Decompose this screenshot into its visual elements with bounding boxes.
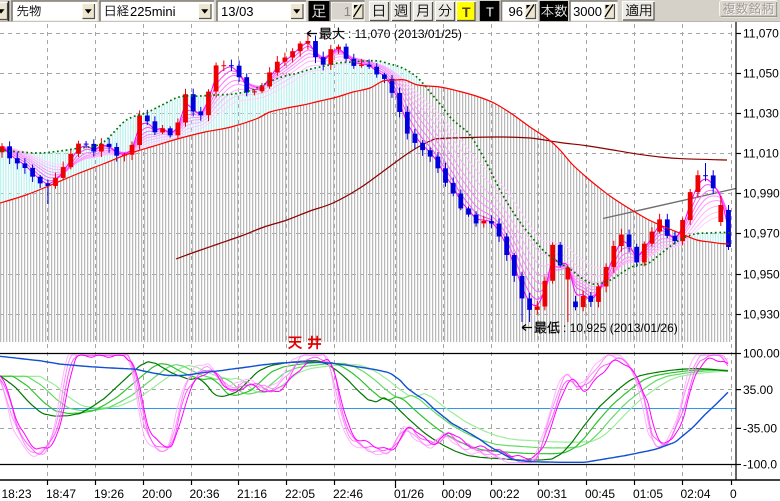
svg-text:19:26: 19:26 <box>94 487 124 501</box>
svg-text:18:47: 18:47 <box>46 487 76 501</box>
svg-text:11,010: 11,010 <box>743 147 779 161</box>
svg-text:10,970: 10,970 <box>743 227 780 241</box>
svg-text:01/26: 01/26 <box>394 487 424 501</box>
svg-text:225mini: 225mini <box>130 4 176 19</box>
svg-text:10,990: 10,990 <box>743 187 780 201</box>
svg-text:11,030: 11,030 <box>743 107 779 121</box>
svg-text:10,930: 10,930 <box>743 308 780 322</box>
svg-text:02:04: 02:04 <box>681 487 711 501</box>
svg-text:00:45: 00:45 <box>585 487 615 501</box>
svg-text:22:46: 22:46 <box>333 487 363 501</box>
svg-text:00:31: 00:31 <box>537 487 567 501</box>
svg-text:1: 1 <box>344 4 351 19</box>
svg-text:100.00: 100.00 <box>743 347 780 361</box>
svg-text:-35.00: -35.00 <box>743 422 777 436</box>
svg-text:22:05: 22:05 <box>285 487 315 501</box>
svg-text:18:23: 18:23 <box>2 487 32 501</box>
svg-text:: 10,925 (2013/01/26): : 10,925 (2013/01/26) <box>563 321 678 335</box>
svg-text:20:36: 20:36 <box>190 487 220 501</box>
svg-text:01:05: 01:05 <box>633 487 663 501</box>
svg-text:T: T <box>486 5 494 20</box>
svg-text:13/03: 13/03 <box>221 4 254 19</box>
svg-text:T: T <box>462 4 471 20</box>
svg-text:21:16: 21:16 <box>237 487 267 501</box>
svg-text:96: 96 <box>509 4 523 19</box>
svg-text:35.00: 35.00 <box>743 383 773 397</box>
svg-text:11,070: 11,070 <box>743 27 779 41</box>
svg-text:-100.0: -100.0 <box>743 458 777 472</box>
svg-text:3000: 3000 <box>573 4 602 19</box>
svg-text:: 11,070 (2013/01/25): : 11,070 (2013/01/25) <box>348 27 462 41</box>
svg-text:00:22: 00:22 <box>490 487 520 501</box>
svg-text:20:00: 20:00 <box>142 487 172 501</box>
svg-text:00:09: 00:09 <box>442 487 472 501</box>
svg-text:11,050: 11,050 <box>743 67 779 81</box>
svg-text:10,950: 10,950 <box>743 268 780 282</box>
